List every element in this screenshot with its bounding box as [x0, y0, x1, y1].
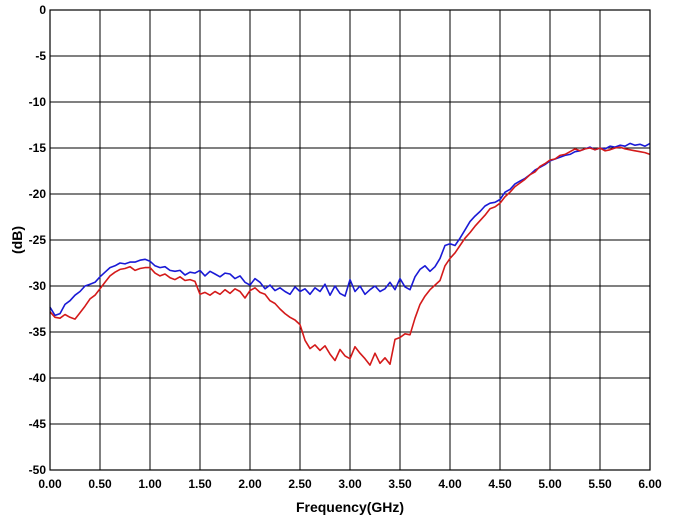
x-tick-label: 2.00 [238, 477, 262, 491]
x-axis-label: Frequency(GHz) [296, 499, 404, 515]
y-axis-label: (dB) [9, 226, 25, 254]
x-tick-label: 0.50 [88, 477, 112, 491]
x-tick-label: 0.00 [38, 477, 62, 491]
x-tick-label: 3.00 [338, 477, 362, 491]
y-tick-label: -20 [29, 187, 47, 201]
y-tick-label: -50 [29, 463, 47, 477]
y-tick-label: -40 [29, 371, 47, 385]
series-line-2 [49, 146, 651, 366]
series-group [49, 142, 651, 366]
x-tick-label: 1.50 [188, 477, 212, 491]
y-tick-label: -5 [35, 49, 46, 63]
grid [49, 9, 651, 471]
x-tick-label: 3.50 [388, 477, 412, 491]
y-tick-label: -35 [29, 325, 47, 339]
x-tick-label: 1.00 [138, 477, 162, 491]
y-tick-label: -45 [29, 417, 47, 431]
y-tick-label: -10 [29, 95, 47, 109]
x-axis-ticks: 0.00 0.50 1.00 1.50 2.00 2.50 3.00 3.50 4.00 4.50… [38, 477, 662, 491]
y-axis-ticks: 0 -5 -10 -15 -20 -25 -30 -35 -40 -45 -50 [29, 3, 47, 477]
plot-frame [49, 9, 651, 471]
y-tick-label: -25 [29, 233, 47, 247]
x-tick-label: 6.00 [638, 477, 662, 491]
x-tick-label: 2.50 [288, 477, 312, 491]
x-tick-label: 5.50 [588, 477, 612, 491]
y-tick-label: -30 [29, 279, 47, 293]
x-tick-label: 4.50 [488, 477, 512, 491]
y-tick-label: -15 [29, 141, 47, 155]
x-tick-label: 4.00 [438, 477, 462, 491]
x-tick-label: 5.00 [538, 477, 562, 491]
y-tick-label: 0 [39, 3, 46, 17]
